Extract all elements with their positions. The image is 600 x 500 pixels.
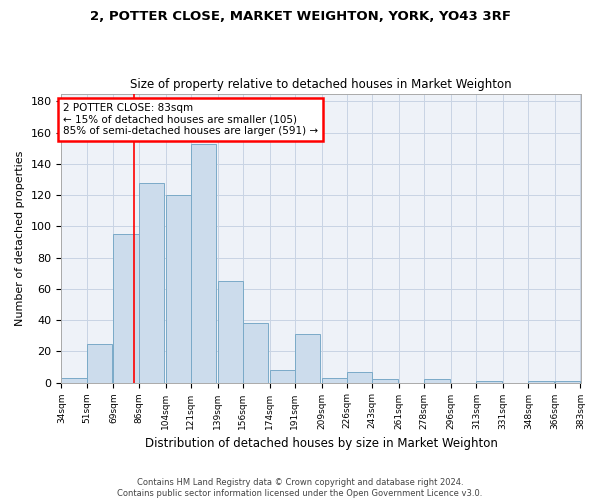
Bar xyxy=(424,380,449,382)
Bar xyxy=(269,370,295,382)
Text: Contains HM Land Registry data © Crown copyright and database right 2024.
Contai: Contains HM Land Registry data © Crown c… xyxy=(118,478,482,498)
Bar xyxy=(139,182,164,382)
Bar xyxy=(166,195,191,382)
Bar xyxy=(322,378,347,382)
Bar xyxy=(191,144,216,382)
Bar xyxy=(61,378,86,382)
Text: 2 POTTER CLOSE: 83sqm
← 15% of detached houses are smaller (105)
85% of semi-det: 2 POTTER CLOSE: 83sqm ← 15% of detached … xyxy=(63,103,318,136)
Bar xyxy=(86,344,112,382)
Y-axis label: Number of detached properties: Number of detached properties xyxy=(15,150,25,326)
Bar xyxy=(295,334,320,382)
Bar xyxy=(347,372,372,382)
Text: 2, POTTER CLOSE, MARKET WEIGHTON, YORK, YO43 3RF: 2, POTTER CLOSE, MARKET WEIGHTON, YORK, … xyxy=(89,10,511,23)
Bar xyxy=(372,380,398,382)
Bar xyxy=(243,323,268,382)
Bar xyxy=(476,381,502,382)
X-axis label: Distribution of detached houses by size in Market Weighton: Distribution of detached houses by size … xyxy=(145,437,497,450)
Bar xyxy=(218,281,243,382)
Bar xyxy=(529,381,554,382)
Bar xyxy=(555,381,580,382)
Title: Size of property relative to detached houses in Market Weighton: Size of property relative to detached ho… xyxy=(130,78,512,91)
Bar xyxy=(113,234,139,382)
